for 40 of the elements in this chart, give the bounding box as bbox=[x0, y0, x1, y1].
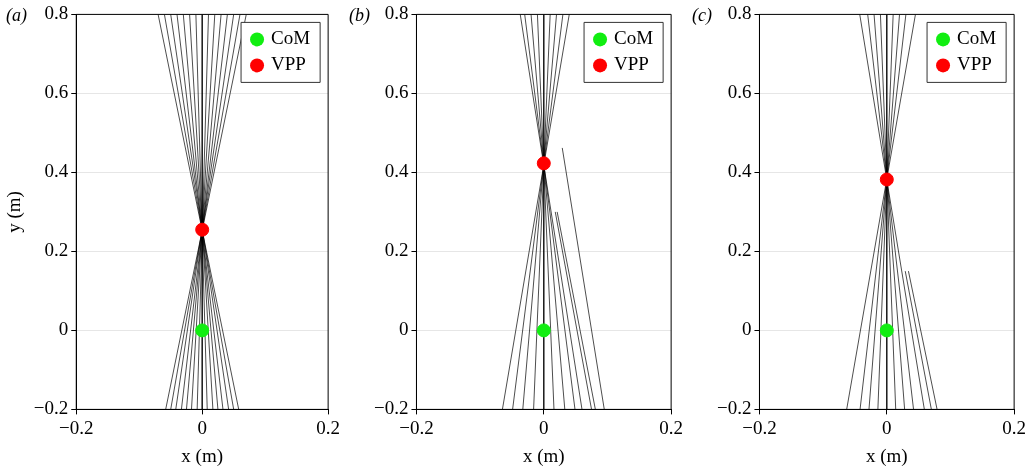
y-tick-label: −0.2 bbox=[374, 397, 409, 419]
chart-title: (c) bbox=[692, 5, 712, 27]
y-tick-label: 0.8 bbox=[384, 2, 409, 24]
y-tick-label: 0.4 bbox=[44, 160, 69, 182]
y-tick-label: 0 bbox=[58, 318, 69, 340]
legend-label: CoM bbox=[957, 27, 997, 49]
y-tick-label: 0.2 bbox=[384, 239, 409, 261]
x-tick-label: −0.2 bbox=[59, 416, 94, 438]
y-tick-label: 0.2 bbox=[44, 239, 69, 261]
legend-label: VPP bbox=[271, 53, 306, 75]
y-tick-label: −0.2 bbox=[33, 397, 69, 419]
x-tick-label: 0 bbox=[197, 416, 207, 438]
y-tick-label: 0 bbox=[741, 318, 752, 340]
legend-label: VPP bbox=[614, 53, 649, 75]
x-tick-label: 0.2 bbox=[316, 416, 340, 438]
y-axis-title: y (m) bbox=[3, 191, 26, 233]
y-tick-label: −0.2 bbox=[717, 397, 752, 419]
legend-label: CoM bbox=[614, 27, 654, 49]
y-tick-label: 0.6 bbox=[384, 81, 409, 103]
y-tick-label: 0.8 bbox=[44, 2, 69, 24]
y-tick-label: 0.2 bbox=[727, 239, 752, 261]
legend-label: CoM bbox=[271, 27, 311, 49]
y-tick-label: 0.6 bbox=[44, 81, 69, 103]
x-axis-title: x (m) bbox=[865, 444, 908, 467]
x-tick-label: −0.2 bbox=[742, 416, 777, 438]
chart-title: (b) bbox=[349, 5, 370, 27]
x-axis-title: x (m) bbox=[181, 444, 224, 467]
y-tick-label: 0.4 bbox=[727, 160, 752, 182]
x-tick-label: 0.2 bbox=[659, 416, 683, 438]
chart-title: (a) bbox=[6, 5, 27, 27]
y-tick-label: 0.8 bbox=[727, 2, 752, 24]
x-tick-label: 0 bbox=[539, 416, 549, 438]
x-tick-label: 0.2 bbox=[1002, 416, 1026, 438]
x-tick-label: 0 bbox=[882, 416, 892, 438]
x-tick-label: −0.2 bbox=[399, 416, 434, 438]
x-axis-title: x (m) bbox=[522, 444, 565, 467]
legend-label: VPP bbox=[957, 53, 992, 75]
y-tick-label: 0.4 bbox=[384, 160, 409, 182]
y-tick-label: 0 bbox=[398, 318, 409, 340]
y-tick-label: 0.6 bbox=[727, 81, 752, 103]
